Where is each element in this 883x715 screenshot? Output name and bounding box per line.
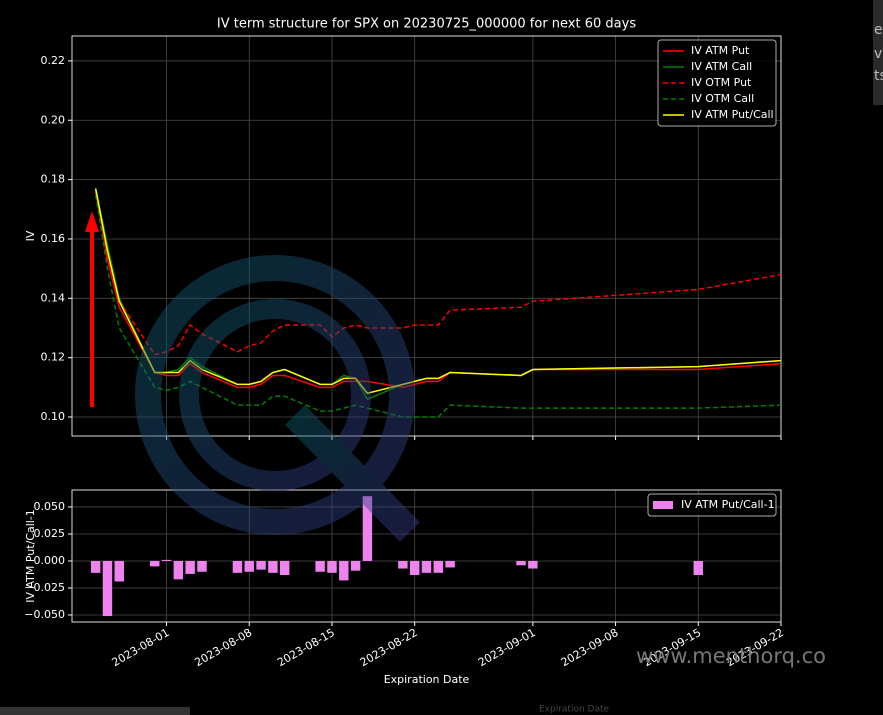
bar — [693, 560, 704, 576]
arrow — [85, 211, 99, 407]
y-tick-label: 0.22 — [41, 54, 66, 67]
line — [94, 194, 782, 418]
y-tick-label: 0.025 — [34, 527, 66, 540]
legend-label: IV ATM Put/Call — [691, 108, 774, 121]
y-tick-label: 0.12 — [41, 351, 66, 364]
line — [94, 188, 782, 395]
bar — [268, 560, 278, 573]
bar — [315, 560, 325, 572]
bar — [350, 560, 361, 571]
background-text: ve — [874, 46, 883, 62]
background-text: es — [874, 22, 883, 38]
bar — [185, 560, 195, 574]
bar — [327, 560, 337, 573]
side-panel — [873, 0, 883, 105]
bar — [90, 560, 101, 573]
chart-title: IV term structure for SPX on 20230725_00… — [217, 17, 636, 32]
legend: IV ATM Put/Call-1 — [647, 493, 777, 517]
y-tick-label: −0.025 — [24, 581, 65, 594]
y-tick-label: 0.14 — [41, 291, 66, 304]
y-tick-label: 0.20 — [41, 113, 66, 126]
bar — [149, 560, 160, 567]
legend-label: IV OTM Call — [691, 92, 754, 105]
y-tick-label: 0.050 — [34, 500, 66, 513]
y-axis-label: IV — [24, 230, 37, 241]
y-tick-label: 0.18 — [41, 173, 66, 186]
legend-label: IV ATM Put — [691, 44, 750, 57]
bar — [114, 560, 124, 582]
bottom-strip — [0, 707, 190, 715]
bar — [516, 560, 526, 566]
y-tick-label: 0.16 — [41, 232, 66, 245]
bar — [197, 560, 207, 572]
bar — [244, 560, 254, 572]
y-tick-label: −0.050 — [24, 608, 65, 621]
y-axis-label: IV ATM Put/Call-1 — [24, 509, 37, 603]
bar — [161, 559, 172, 561]
legend: IV ATM Put IV ATM Call IV OTM Put IV OTM Ca… — [657, 39, 777, 127]
bar — [398, 560, 408, 569]
background-text: Expiration Date — [539, 705, 610, 715]
watermark: www.menthorq.co — [636, 644, 826, 668]
x-axis-label: Expiration Date — [384, 673, 470, 686]
y-tick-label: 0.000 — [34, 554, 66, 567]
bar — [433, 560, 444, 573]
legend-label: IV ATM Put/Call-1 — [681, 498, 775, 511]
bar — [102, 560, 113, 617]
bar — [256, 560, 266, 570]
background-text: ts — [874, 68, 883, 84]
bar — [232, 560, 243, 573]
legend-label: IV OTM Put — [691, 76, 752, 89]
legend-swatch — [653, 501, 673, 509]
legend-box — [657, 39, 777, 127]
bar — [279, 560, 290, 576]
axes-frame — [71, 489, 782, 623]
bar — [362, 496, 373, 561]
line — [94, 188, 782, 389]
bar — [528, 560, 538, 569]
bar — [445, 560, 455, 568]
legend-box — [647, 493, 777, 517]
bar — [409, 560, 420, 576]
legend-label: IV ATM Call — [691, 60, 752, 73]
bar — [339, 560, 349, 581]
bar — [421, 560, 432, 573]
bar — [173, 560, 184, 580]
logo — [135, 255, 420, 542]
axes-frame — [71, 35, 782, 437]
y-tick-label: 0.10 — [41, 410, 66, 423]
